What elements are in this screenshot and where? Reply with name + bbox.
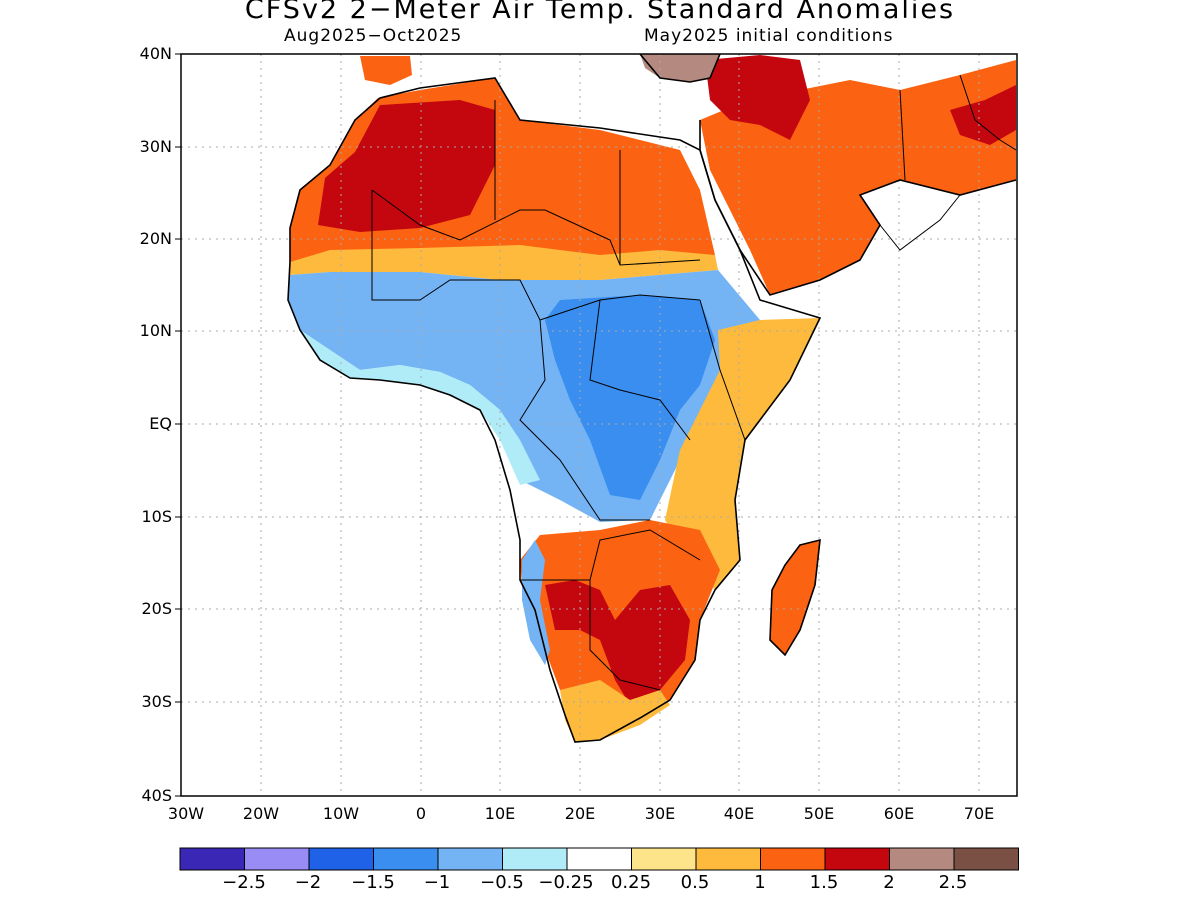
forecast-period: Aug2025−Oct2025 — [284, 26, 463, 46]
colorbar-swatch — [373, 847, 439, 871]
colorbar-swatch — [308, 847, 374, 871]
lat-label-40n: 40N — [139, 44, 172, 63]
colorbar-swatch — [889, 847, 955, 871]
colorbar-label: −0.25 — [538, 872, 594, 893]
coastlines — [287, 53, 1017, 743]
colorbar-label: 1.5 — [809, 872, 839, 893]
colorbar-swatch — [566, 847, 632, 871]
initial-conditions: May2025 initial conditions — [644, 26, 894, 46]
colorbar-label: −2.5 — [222, 872, 266, 893]
colorbar — [179, 847, 1019, 871]
angola-coast-cool — [522, 540, 550, 665]
lon-label-40e: 40E — [723, 804, 755, 823]
central-africa-moderate-cool — [545, 295, 715, 500]
lat-label-30n: 30N — [139, 137, 172, 156]
colorbar-label: 2.5 — [938, 872, 968, 893]
colorbar-label: 1 — [754, 872, 766, 893]
colorbar-swatch — [179, 847, 245, 871]
iran-strong-warm — [950, 85, 1016, 145]
country-borders — [371, 74, 1017, 691]
lon-label-60e: 60E — [883, 804, 915, 823]
colorbar-swatch — [953, 847, 1019, 871]
colorbar-swatch — [631, 847, 697, 871]
colorbar-swatch — [502, 847, 568, 871]
southern-africa-strong-warm — [545, 580, 690, 705]
colorbar-label: 0.25 — [610, 872, 652, 893]
colorbar-label: −1.5 — [351, 872, 395, 893]
lat-label-eq: EQ — [149, 414, 172, 433]
grid-lines — [181, 54, 1017, 796]
lat-label-10n: 10N — [139, 321, 172, 340]
lon-label-10w: 10W — [322, 804, 360, 823]
sahara-strong-warm-anomaly — [318, 100, 495, 232]
lon-label-30e: 30E — [644, 804, 676, 823]
map-title: CFSv2 2−Meter Air Temp. Standard Anomali… — [244, 0, 956, 25]
iberia-warm-anomaly — [360, 56, 412, 85]
axis-ticks — [175, 53, 181, 797]
colorbar-label: −0.5 — [480, 872, 524, 893]
colorbar-swatch — [437, 847, 503, 871]
lon-label-20w: 20W — [242, 804, 280, 823]
south-africa-mild-warm — [560, 680, 670, 742]
colorbar-swatch — [760, 847, 826, 871]
madagascar-warm-anomaly — [770, 540, 820, 655]
colorbar-label: −2 — [294, 872, 322, 893]
map-area — [180, 53, 1018, 797]
lat-label-30s: 30S — [141, 692, 172, 711]
lat-label-10s: 10S — [141, 507, 172, 526]
colorbar-label: 2 — [883, 872, 895, 893]
colorbar-swatch — [244, 847, 310, 871]
lon-label-0: 0 — [415, 804, 427, 823]
lat-label-40s: 40S — [141, 786, 172, 805]
colorbar-swatch — [695, 847, 761, 871]
colorbar-swatch — [824, 847, 890, 871]
lat-label-20s: 20S — [141, 599, 172, 618]
middle-east-strong-warm — [705, 55, 810, 140]
lon-label-30w: 30W — [167, 804, 205, 823]
lon-label-20e: 20E — [564, 804, 596, 823]
lon-label-10e: 10E — [484, 804, 516, 823]
colorbar-label: 0.5 — [680, 872, 710, 893]
lon-label-70e: 70E — [963, 804, 995, 823]
lat-label-20n: 20N — [139, 229, 172, 248]
lon-label-50e: 50E — [803, 804, 835, 823]
colorbar-label: −1 — [423, 872, 451, 893]
sahel-mild-warm-band — [290, 245, 718, 280]
coastal-weak-cool-band — [300, 330, 540, 485]
